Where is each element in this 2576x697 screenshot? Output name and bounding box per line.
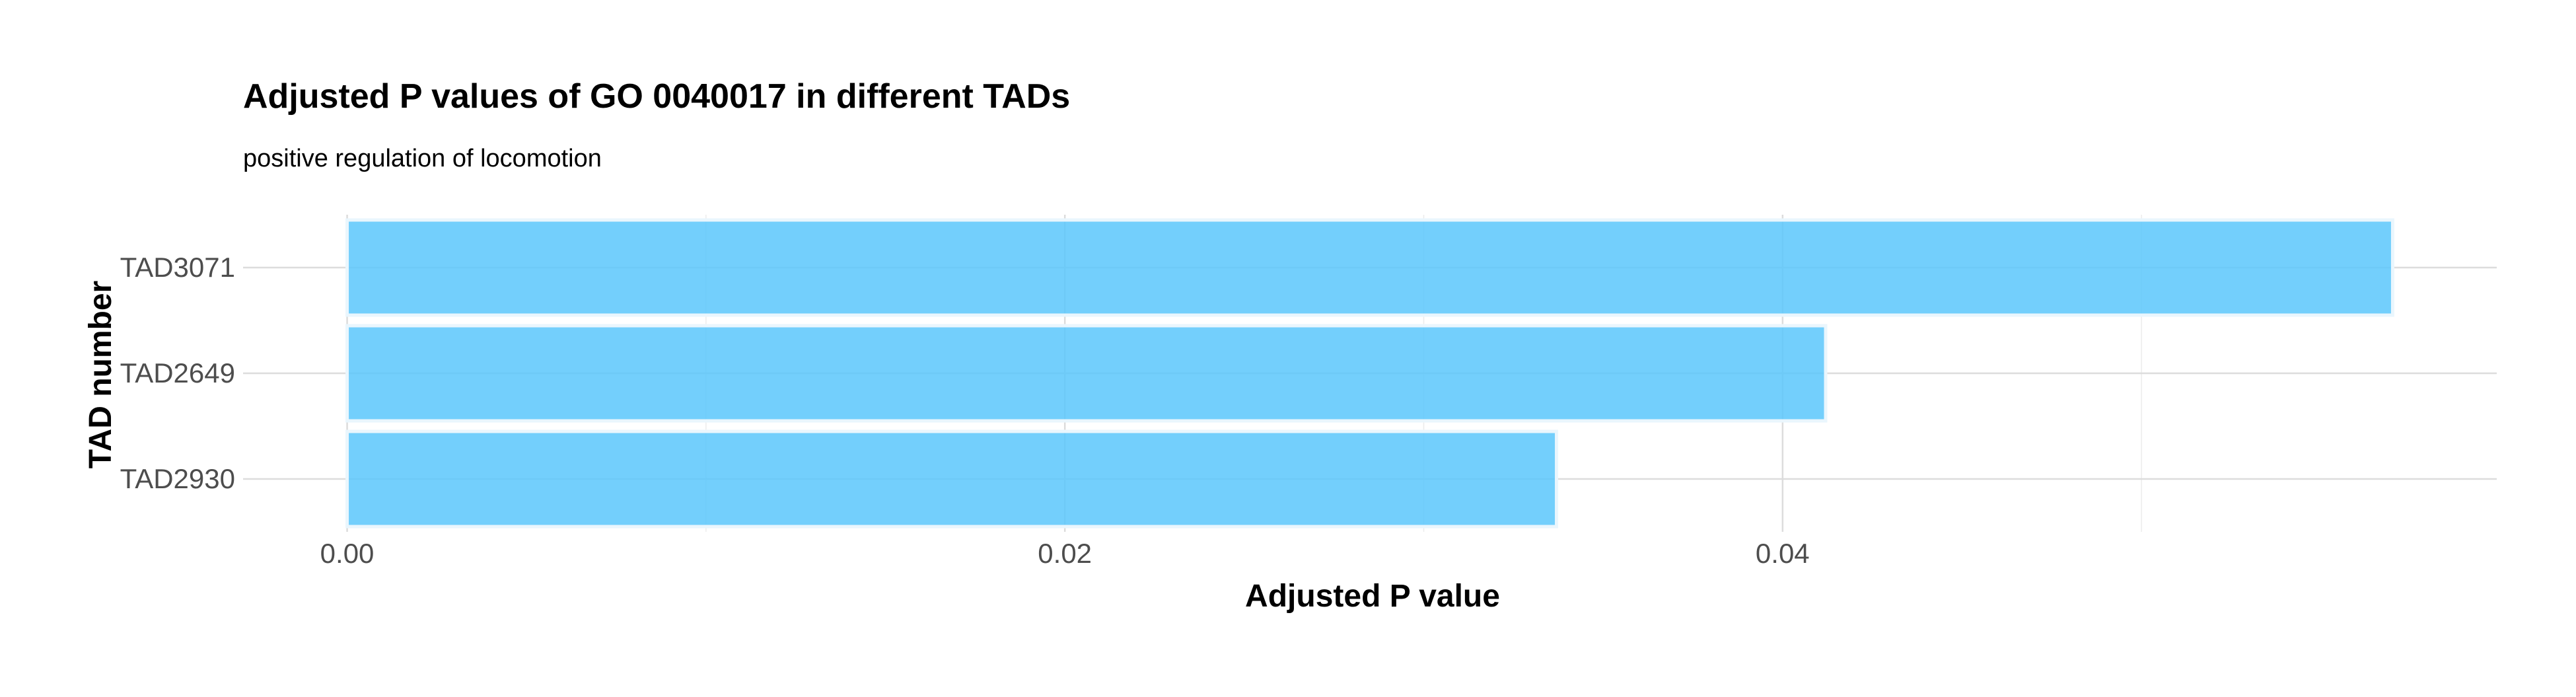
chart-title: Adjusted P values of GO 0040017 in diffe…	[243, 77, 1070, 116]
y-tick-label: TAD2930	[120, 463, 235, 494]
x-axis-title: Adjusted P value	[1245, 579, 1500, 614]
x-tick-label: 0.00	[320, 538, 375, 569]
x-tick-label: 0.04	[1756, 538, 1810, 569]
bar-tad2649	[345, 324, 1828, 423]
y-tick-label: TAD2649	[120, 357, 235, 388]
tick-layer: TAD3071 TAD2649 TAD2930 0.00 0.02 0.04	[120, 252, 1810, 569]
x-tick-label: 0.02	[1038, 538, 1092, 569]
chart-subtitle: positive regulation of locomotion	[243, 145, 602, 172]
bar-tad3071	[345, 218, 2394, 317]
y-tick-label: TAD3071	[120, 252, 235, 283]
y-axis-title: TAD number	[83, 281, 118, 468]
bar-layer	[345, 218, 2394, 529]
bar-tad2930	[345, 429, 1559, 529]
